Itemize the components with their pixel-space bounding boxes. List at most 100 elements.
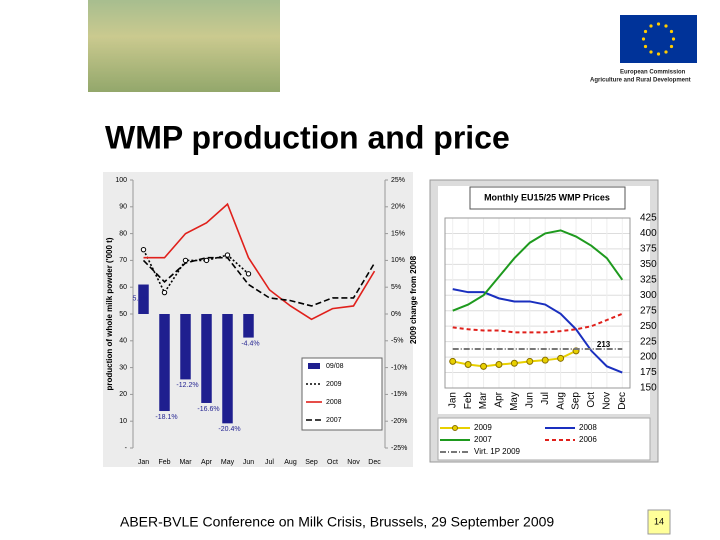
x-tick-label: Feb: [463, 392, 474, 410]
plot-frame: [444, 217, 631, 389]
legend-label: 2009: [326, 381, 342, 388]
x-tick-label: Jul: [265, 459, 274, 466]
eu-star: [669, 29, 674, 34]
bar: [222, 314, 233, 424]
marker: [541, 356, 549, 364]
x-tick-label: Sep: [305, 459, 318, 466]
legend-box: [301, 357, 383, 431]
data-label: -18.1%: [155, 414, 177, 421]
bar: [159, 314, 170, 412]
y-tick-label: 400: [640, 228, 657, 239]
chart-title: Monthly EU15/25 WMP Prices: [484, 192, 610, 202]
x-tick-label: Jan: [447, 392, 458, 408]
y-tick-label: 375: [640, 244, 657, 255]
legend-label: 2007: [326, 417, 342, 424]
y-tick-label: 275: [640, 305, 657, 316]
legend-label: 2007: [474, 435, 492, 444]
x-tick-label: Jun: [524, 392, 535, 408]
eu-star: [656, 52, 661, 56]
x-tick-label: Dec: [617, 392, 628, 410]
line: [142, 256, 376, 307]
marker: [557, 354, 565, 362]
eu-star: [671, 37, 676, 41]
legend-label: 09/08: [326, 363, 344, 370]
y2-axis-label: 2009 change from 2008: [409, 255, 418, 344]
line: [452, 312, 623, 334]
x-tick-label: Oct: [327, 459, 338, 466]
x-tick-label: Dec: [368, 459, 381, 466]
y-tick-label: 40: [119, 338, 127, 345]
bar: [138, 284, 149, 314]
marker: [245, 271, 252, 277]
marker: [495, 361, 503, 369]
y2-tick-label: -20%: [391, 418, 407, 425]
y-tick-label: -: [125, 445, 128, 452]
line: [143, 202, 376, 321]
x-tick-label: Oct: [586, 392, 597, 408]
x-tick-label: Jan: [138, 459, 149, 466]
x-tick-label: May: [509, 392, 520, 411]
x-tick-label: Jun: [243, 459, 254, 466]
legend-swatch: [308, 363, 320, 369]
eu-star: [656, 22, 661, 26]
marker: [526, 357, 534, 365]
legend-marker: [452, 425, 458, 431]
y-axis-label: production of whole milk powder ('000 t): [105, 237, 114, 390]
y-tick-label: 200: [640, 352, 657, 363]
page-number: 14: [654, 516, 664, 526]
logo-line: European Commission: [620, 70, 686, 76]
marker: [224, 252, 231, 258]
eu-star: [664, 24, 668, 28]
line: [142, 249, 250, 295]
y-tick-label: 175: [640, 367, 657, 378]
legend-label: 2009: [474, 423, 492, 432]
x-tick-label: Apr: [494, 391, 505, 407]
y-tick-label: 20: [119, 391, 127, 398]
data-label: -4.4%: [241, 340, 259, 347]
y2-tick-label: 5%: [391, 284, 401, 291]
y-tick-label: 80: [119, 230, 127, 237]
eu-star: [641, 37, 646, 41]
y-tick-label: 90: [119, 204, 127, 211]
x-tick-label: Apr: [201, 459, 213, 466]
page-number-box: [647, 509, 671, 535]
eu-star: [643, 44, 648, 49]
plot-background: [438, 186, 650, 414]
bar: [243, 314, 254, 338]
eu-flag: [620, 15, 697, 63]
data-label: -20.4%: [218, 426, 240, 433]
marker: [510, 359, 518, 367]
y-tick-label: 300: [640, 290, 657, 301]
eu-star: [643, 29, 648, 34]
y2-tick-label: -25%: [391, 445, 407, 452]
y-tick-label: 70: [119, 257, 127, 264]
legend-label: Virt. 1P 2009: [474, 447, 521, 456]
bar: [180, 314, 191, 380]
footer: ABER-BVLE Conference on Milk Crisis, Bru…: [120, 514, 554, 530]
y2-tick-label: 10%: [391, 257, 405, 264]
x-tick-label: Jul: [540, 392, 551, 405]
y-tick-label: 60: [119, 284, 127, 291]
y2-tick-label: -5%: [391, 338, 403, 345]
slide-title: WMP production and price: [105, 119, 510, 155]
legend-label: 2008: [326, 399, 342, 406]
marker: [449, 357, 457, 365]
eu-star: [649, 50, 653, 54]
y2-tick-label: 15%: [391, 230, 405, 237]
y-tick-label: 250: [640, 321, 657, 332]
legend-label: 2006: [579, 435, 597, 444]
marker: [480, 362, 488, 370]
x-tick-label: May: [221, 459, 235, 466]
marker: [203, 257, 210, 264]
eu-star: [649, 24, 653, 28]
marker: [464, 361, 472, 369]
data-label: 5.5%: [133, 295, 149, 302]
eu-stars: [641, 22, 676, 56]
legend-label: 2008: [579, 423, 597, 432]
data-label: -12.2%: [176, 382, 198, 389]
y-tick-label: 50: [119, 311, 127, 318]
annotation: 213: [597, 340, 611, 349]
banner-haze: [88, 0, 280, 92]
x-tick-label: Feb: [158, 459, 170, 466]
